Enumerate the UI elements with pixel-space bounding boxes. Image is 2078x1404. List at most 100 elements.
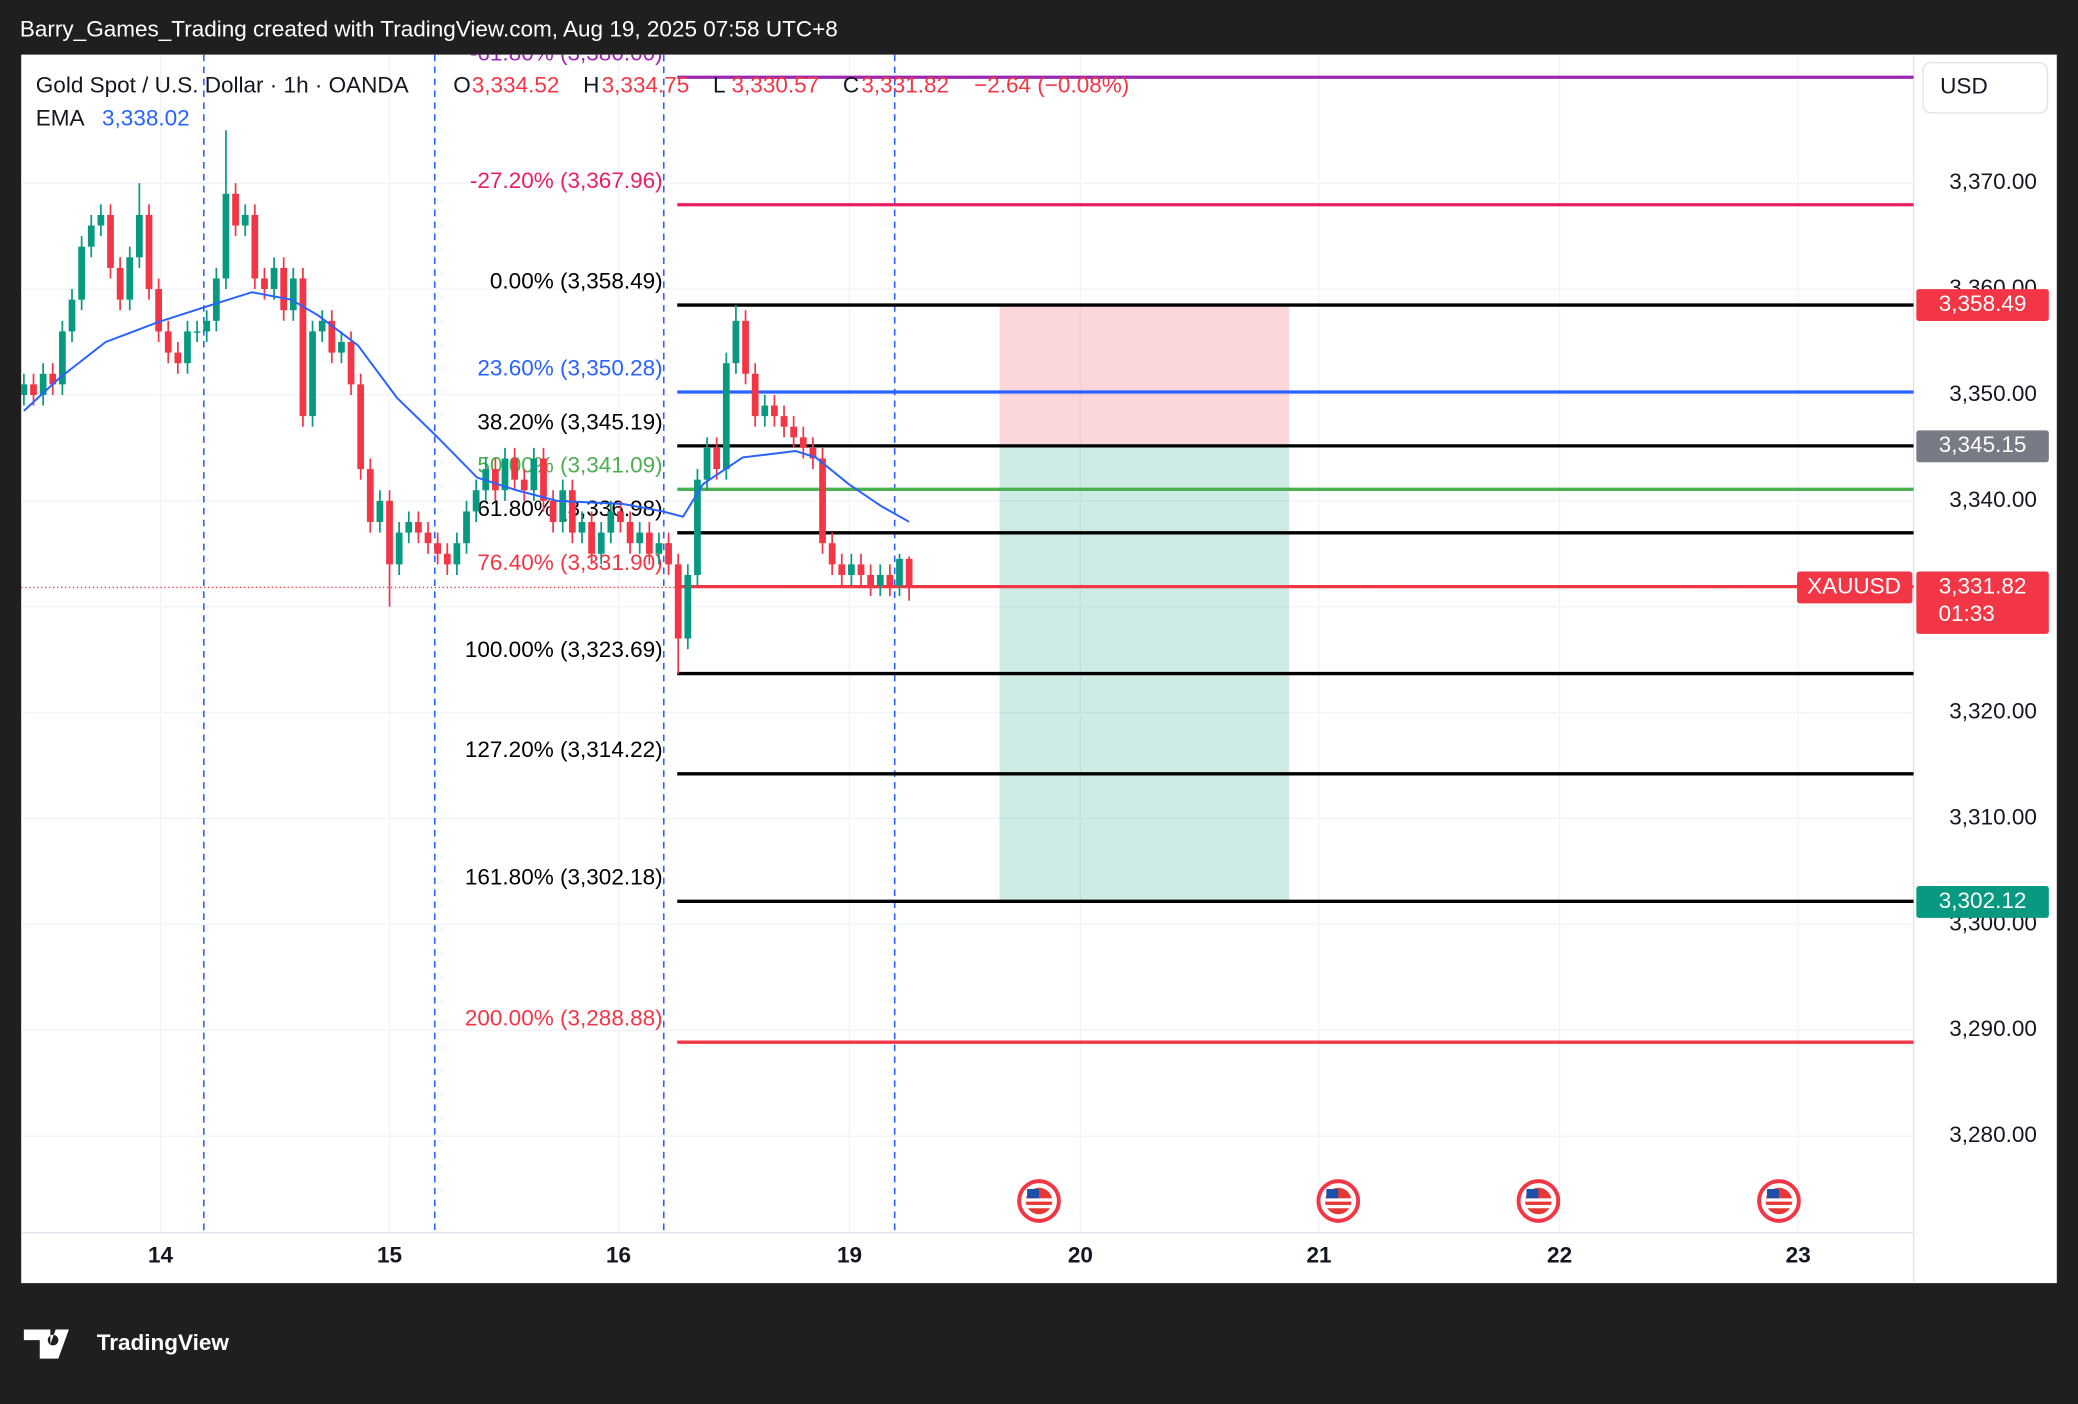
ema-value: 3,338.02 [102, 106, 190, 131]
ema-line [23, 291, 910, 523]
flag-stripe [1025, 1198, 1053, 1202]
last-price-label: 3,331.82 [1939, 573, 2027, 598]
candle-body [443, 553, 451, 565]
candle-body [559, 490, 567, 523]
ohlc-key: C [843, 72, 859, 97]
event-flag[interactable] [1757, 1179, 1801, 1223]
event-flag[interactable] [1316, 1179, 1361, 1223]
candle-body [636, 532, 644, 544]
fib-label: 0.00% (3,358.49) [490, 268, 663, 293]
ohlc-value: 3,330.57 [732, 72, 820, 97]
candle-body [463, 511, 470, 544]
ohlc-value: 3,331.82 [861, 72, 949, 97]
candle-body [568, 490, 576, 533]
candle-body [597, 532, 605, 554]
candle-body [549, 500, 557, 523]
y-tick-label: 3,370.00 [1949, 169, 2037, 194]
fib-label: -61.80% (3,380.00) [470, 41, 663, 66]
flag-stripe [1525, 1198, 1552, 1202]
symbol-tag [1797, 571, 1913, 604]
candle-body [97, 214, 105, 226]
candle-body [434, 543, 442, 554]
ohlc-value: 3,334.75 [602, 72, 690, 97]
candle-body [49, 373, 57, 385]
last-price-tag [1916, 571, 2049, 634]
candle-body [68, 299, 76, 332]
chart-panel [21, 54, 2057, 1284]
candle-body [328, 320, 336, 353]
ohlc-key: H [583, 72, 599, 97]
flag-canton [1326, 1189, 1339, 1199]
flag-stripe [1325, 1204, 1352, 1209]
candle-body [751, 373, 759, 417]
candle-body [742, 320, 749, 374]
candle-body [87, 225, 95, 247]
candle-body [30, 384, 37, 395]
candle-body [761, 405, 769, 417]
candle-body [828, 543, 836, 565]
candle-body [790, 426, 798, 438]
candle-body [674, 564, 682, 639]
candle-body [809, 447, 817, 459]
logo-mark [23, 1329, 69, 1359]
event-flag[interactable] [1516, 1179, 1561, 1223]
flag-stripe [1325, 1198, 1352, 1202]
candle-body [386, 500, 393, 565]
candle-body [347, 342, 355, 385]
candle-body [694, 479, 701, 575]
candle-body [222, 193, 230, 279]
flag-stripe [1765, 1204, 1793, 1209]
currency-button[interactable] [1922, 61, 2049, 114]
candle-body [174, 352, 182, 364]
candle-body [771, 405, 778, 417]
fib-label: 38.20% (3,345.19) [477, 409, 662, 434]
candle-body [578, 522, 586, 533]
currency[interactable]: USD [1940, 74, 1988, 99]
candle-body [732, 320, 740, 364]
x-tick-label: 20 [1068, 1243, 1093, 1268]
candle-body [876, 574, 884, 586]
ohlc-value: 3,334.52 [472, 72, 560, 97]
change: −2.64 (−0.08%) [974, 72, 1129, 97]
y-tick-label: 3,290.00 [1949, 1016, 2037, 1041]
candle-body [857, 564, 865, 575]
candle-body [164, 331, 172, 353]
candle-body [145, 214, 153, 290]
y-tick-label: 3,340.00 [1949, 487, 2037, 512]
event-flag[interactable] [1017, 1179, 1061, 1223]
candle-body [116, 267, 124, 300]
brand: TradingView [97, 1330, 230, 1355]
fib-label: -27.20% (3,367.96) [470, 168, 663, 193]
fib-label: 127.20% (3,314.22) [465, 737, 663, 762]
y-tick-label: 3,280.00 [1949, 1122, 2037, 1147]
fib-label: 100.00% (3,323.69) [465, 637, 663, 662]
x-tick-label: 14 [148, 1243, 174, 1268]
candle-body [424, 532, 432, 544]
x-tick-label: 22 [1547, 1243, 1572, 1268]
candle-body [415, 522, 422, 533]
candle-body [848, 564, 855, 575]
candle-body [405, 522, 413, 533]
fib-label: 76.40% (3,331.90) [477, 550, 662, 575]
grid [21, 54, 1914, 1233]
candle-body [713, 447, 721, 470]
candle-body [665, 543, 672, 565]
candle-body [251, 214, 259, 279]
y-tick-label: 3,310.00 [1949, 804, 2037, 829]
price-tag [1916, 430, 2049, 463]
candle-body [78, 246, 85, 300]
candle-body [722, 363, 730, 470]
candle-body [232, 193, 239, 226]
candle-body [799, 437, 807, 448]
flag-canton [1526, 1189, 1539, 1199]
candle-body [309, 331, 316, 417]
candle-body [492, 469, 499, 491]
candle-body [905, 558, 913, 588]
symbol-tag-label: XAUUSD [1807, 573, 1901, 598]
price-tag-label: 3,302.12 [1939, 888, 2027, 913]
candle-body [703, 447, 711, 480]
flag-canton [1027, 1189, 1040, 1199]
candle-body [126, 257, 134, 300]
